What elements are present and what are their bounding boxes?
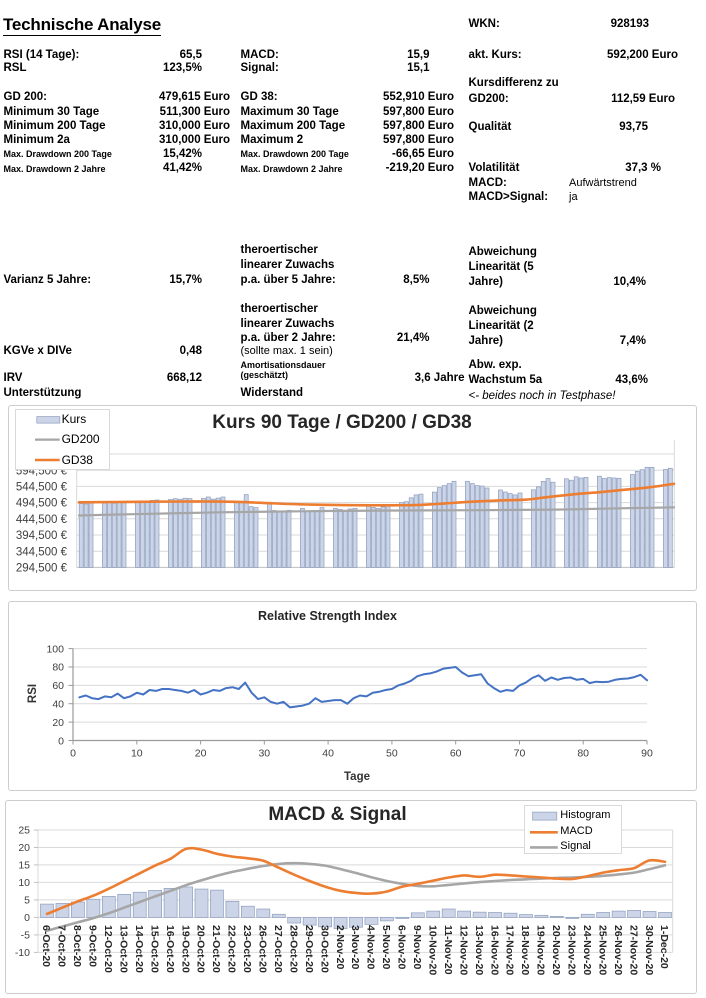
svg-text:6-Nov-20: 6-Nov-20 [396, 925, 408, 970]
svg-text:25-Nov-20: 25-Nov-20 [596, 925, 608, 975]
svg-text:16-Oct-20: 16-Oct-20 [164, 925, 176, 973]
svg-text:294,500 €: 294,500 € [16, 563, 68, 575]
svg-text:30-Nov-20: 30-Nov-20 [643, 925, 655, 975]
svg-text:30-Oct-20: 30-Oct-20 [318, 925, 330, 973]
svg-text:544,500 €: 544,500 € [16, 482, 68, 494]
svg-text:40: 40 [322, 747, 334, 759]
svg-text:27-Oct-20: 27-Oct-20 [272, 925, 284, 973]
svg-text:20: 20 [18, 842, 30, 854]
svg-text:394,500 €: 394,500 € [16, 530, 68, 542]
svg-text:100: 100 [46, 643, 64, 655]
svg-text:Tage: Tage [344, 771, 370, 783]
svg-text:-10: -10 [15, 947, 30, 959]
svg-text:19-Nov-20: 19-Nov-20 [535, 925, 547, 975]
svg-text:494,500 €: 494,500 € [16, 498, 68, 510]
svg-text:1-Dec-20: 1-Dec-20 [658, 925, 670, 969]
svg-text:8-Oct-20: 8-Oct-20 [71, 925, 83, 967]
svg-text:13-Oct-20: 13-Oct-20 [118, 925, 130, 973]
svg-text:22-Oct-20: 22-Oct-20 [226, 925, 238, 973]
svg-text:13-Nov-20: 13-Nov-20 [473, 925, 485, 975]
svg-text:60: 60 [52, 680, 64, 692]
svg-text:27-Nov-20: 27-Nov-20 [627, 925, 639, 975]
svg-text:12-Oct-20: 12-Oct-20 [102, 925, 114, 973]
svg-text:9-Oct-20: 9-Oct-20 [87, 925, 99, 967]
svg-text:444,500 €: 444,500 € [16, 514, 68, 526]
svg-text:0: 0 [58, 735, 64, 747]
svg-text:26-Nov-20: 26-Nov-20 [612, 925, 624, 975]
svg-text:23-Oct-20: 23-Oct-20 [241, 925, 253, 973]
svg-text:4-Nov-20: 4-Nov-20 [365, 925, 377, 970]
svg-text:5: 5 [24, 895, 30, 907]
svg-text:0: 0 [24, 912, 30, 924]
svg-text:10: 10 [18, 877, 30, 889]
svg-text:20: 20 [195, 747, 207, 759]
svg-text:60: 60 [450, 747, 462, 759]
svg-text:50: 50 [386, 747, 398, 759]
svg-text:16-Nov-20: 16-Nov-20 [488, 925, 500, 975]
svg-text:90: 90 [641, 747, 653, 759]
svg-text:30: 30 [258, 747, 270, 759]
svg-text:6-Oct-20: 6-Oct-20 [40, 925, 52, 967]
svg-text:40: 40 [52, 699, 64, 711]
svg-text:17-Nov-20: 17-Nov-20 [504, 925, 516, 975]
svg-text:26-Oct-20: 26-Oct-20 [257, 925, 269, 973]
svg-text:15: 15 [18, 860, 30, 872]
svg-text:24-Nov-20: 24-Nov-20 [581, 925, 593, 975]
svg-text:7-Oct-20: 7-Oct-20 [56, 925, 68, 967]
svg-text:-5: -5 [21, 930, 30, 942]
svg-text:10-Nov-20: 10-Nov-20 [427, 925, 439, 975]
svg-text:2-Nov-20: 2-Nov-20 [334, 925, 346, 970]
svg-text:9-Nov-20: 9-Nov-20 [411, 925, 423, 970]
svg-text:3-Nov-20: 3-Nov-20 [349, 925, 361, 970]
svg-text:80: 80 [577, 747, 589, 759]
svg-text:12-Nov-20: 12-Nov-20 [457, 925, 469, 975]
svg-text:14-Oct-20: 14-Oct-20 [133, 925, 145, 973]
svg-text:11-Nov-20: 11-Nov-20 [442, 925, 454, 975]
svg-text:15-Oct-20: 15-Oct-20 [148, 925, 160, 973]
svg-text:20: 20 [52, 717, 64, 729]
svg-text:23-Nov-20: 23-Nov-20 [566, 925, 578, 975]
svg-text:10: 10 [131, 747, 143, 759]
svg-text:70: 70 [514, 747, 526, 759]
svg-text:18-Nov-20: 18-Nov-20 [519, 925, 531, 975]
svg-text:5-Nov-20: 5-Nov-20 [380, 925, 392, 970]
svg-text:25: 25 [18, 825, 30, 837]
svg-text:29-Oct-20: 29-Oct-20 [303, 925, 315, 973]
svg-text:RSI: RSI [27, 684, 39, 703]
svg-text:20-Nov-20: 20-Nov-20 [550, 925, 562, 975]
svg-text:0: 0 [70, 747, 76, 759]
svg-text:28-Oct-20: 28-Oct-20 [287, 925, 299, 973]
svg-text:20-Oct-20: 20-Oct-20 [195, 925, 207, 973]
svg-text:344,500 €: 344,500 € [16, 546, 68, 558]
svg-text:80: 80 [52, 662, 64, 674]
svg-text:19-Oct-20: 19-Oct-20 [179, 925, 191, 973]
svg-text:21-Oct-20: 21-Oct-20 [210, 925, 222, 973]
